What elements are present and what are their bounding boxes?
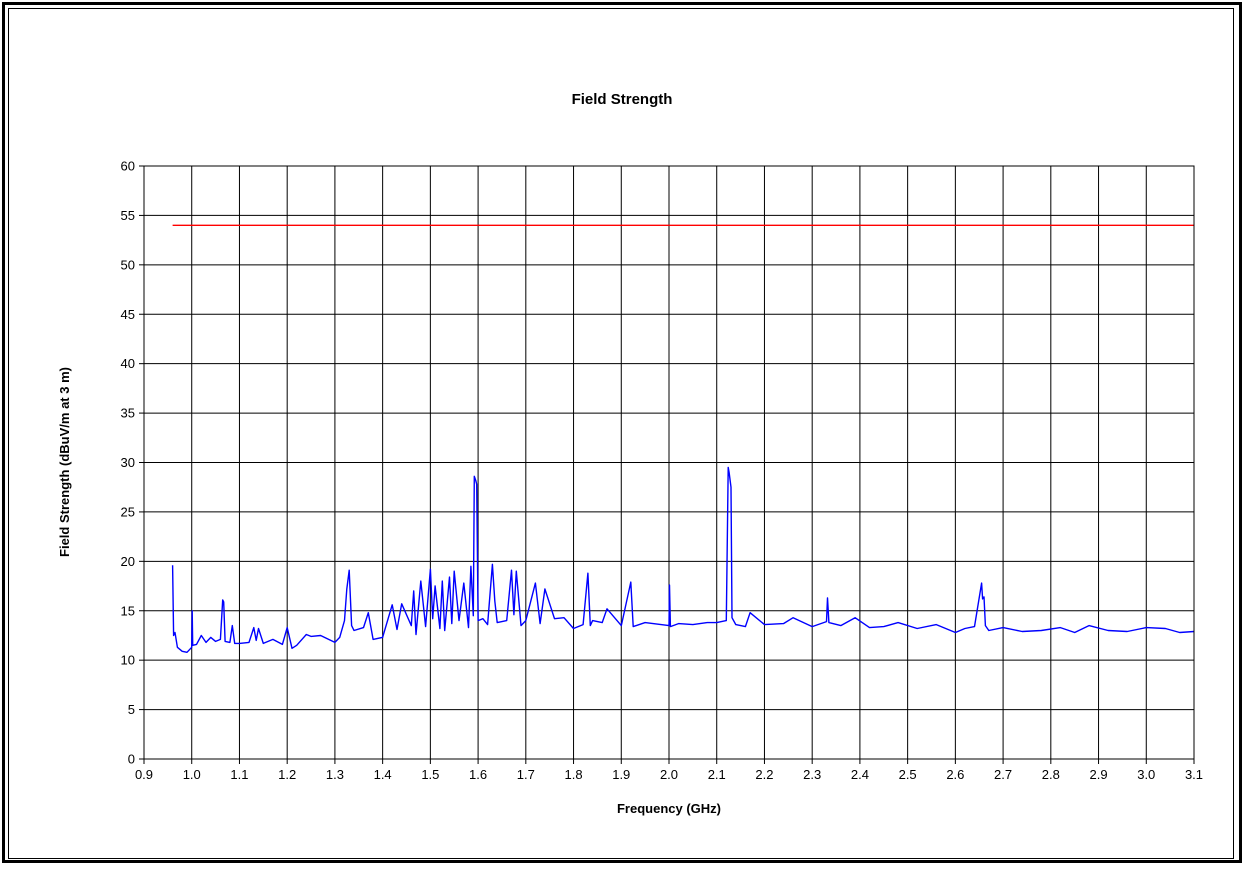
x-axis-label: Frequency (GHz): [617, 801, 721, 816]
x-tick-label: 1.2: [278, 767, 296, 782]
x-tick-label: 1.1: [230, 767, 248, 782]
y-tick-label: 40: [121, 356, 135, 371]
x-tick-label: 2.0: [660, 767, 678, 782]
measured-trace: [171, 466, 1195, 653]
x-tick-label: 2.3: [803, 767, 821, 782]
x-tick-label: 2.8: [1042, 767, 1060, 782]
y-tick-label: 45: [121, 307, 135, 322]
y-tick-label: 15: [121, 603, 135, 618]
y-tick-label: 30: [121, 455, 135, 470]
x-tick-label: 2.1: [708, 767, 726, 782]
x-tick-label: 2.9: [1090, 767, 1108, 782]
x-tick-label: 3.1: [1185, 767, 1203, 782]
grid-lines: [143, 165, 1195, 760]
x-tick-label: 0.9: [135, 767, 153, 782]
y-tick-label: 50: [121, 257, 135, 272]
x-tick-label: 1.5: [421, 767, 439, 782]
y-tick-label: 10: [121, 653, 135, 668]
series-layer: [171, 224, 1195, 653]
x-tick-label: 1.4: [374, 767, 392, 782]
x-tick-label: 2.2: [755, 767, 773, 782]
inner-frame: [8, 8, 1234, 859]
x-tick-label: 2.4: [851, 767, 869, 782]
x-tick-label: 1.6: [469, 767, 487, 782]
y-tick-label: 5: [128, 702, 135, 717]
y-tick-label: 25: [121, 504, 135, 519]
x-axis-ticks: 0.9 1.0 1.1 1.2 1.3 1.4 1.5 1.6 1.7 1.8 1.9 2.0 2.1 2…: [135, 759, 1203, 782]
y-tick-label: 35: [121, 406, 135, 421]
chart-title: Field Strength: [572, 91, 673, 108]
x-tick-label: 2.5: [899, 767, 917, 782]
y-axis-ticks: 0 5 10 15 20 25 30 35 40 45 50 55 60: [121, 159, 144, 767]
x-tick-label: 2.7: [994, 767, 1012, 782]
x-tick-label: 1.0: [183, 767, 201, 782]
y-tick-label: 20: [121, 554, 135, 569]
plot-area: [143, 165, 1195, 760]
x-tick-label: 3.0: [1137, 767, 1155, 782]
y-axis-label: Field Strength (dBuV/m at 3 m): [57, 367, 72, 557]
x-tick-label: 1.8: [565, 767, 583, 782]
y-tick-label: 60: [121, 159, 135, 174]
x-tick-label: 2.6: [946, 767, 964, 782]
x-tick-label: 1.3: [326, 767, 344, 782]
x-tick-label: 1.9: [612, 767, 630, 782]
y-tick-label: 55: [121, 208, 135, 223]
y-tick-label: 0: [128, 752, 135, 767]
x-tick-label: 1.7: [517, 767, 535, 782]
